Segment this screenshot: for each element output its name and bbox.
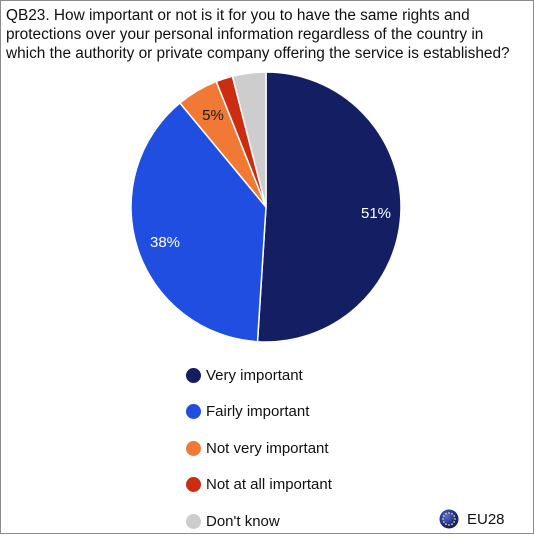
data-label: 5%: [202, 107, 224, 124]
legend-swatch: [186, 477, 201, 493]
legend-swatch: [186, 367, 201, 383]
chart-title: QB23. How important or not is it for you…: [6, 7, 510, 62]
eu-flag-icon: [439, 509, 459, 529]
legend-item-fairly-important: Fairly important: [186, 394, 332, 431]
legend-item-dont-know: Don't know: [186, 503, 332, 540]
pie-slice-don-t-know: [231, 71, 267, 208]
legend: Very important Fairly important Not very…: [186, 357, 332, 540]
legend-swatch: [186, 513, 201, 529]
badge-label: EU28: [467, 510, 505, 528]
legend-item-very-important: Very important: [186, 357, 332, 394]
pie-slice-fairly-important: [130, 101, 267, 343]
legend-swatch: [186, 404, 201, 420]
legend-label: Not at all important: [206, 476, 332, 494]
pie-slice-very-important: [256, 71, 402, 343]
legend-label: Don't know: [206, 512, 280, 530]
legend-label: Very important: [206, 366, 303, 384]
data-label: 51%: [361, 205, 391, 222]
legend-label: Not very important: [206, 439, 329, 457]
legend-swatch: [186, 440, 201, 456]
eu28-badge: EU28: [439, 509, 505, 529]
legend-item-not-at-all-important: Not at all important: [186, 467, 332, 504]
data-label: 38%: [150, 234, 180, 251]
legend-label: Fairly important: [206, 403, 310, 421]
legend-item-not-very-important: Not very important: [186, 430, 332, 467]
